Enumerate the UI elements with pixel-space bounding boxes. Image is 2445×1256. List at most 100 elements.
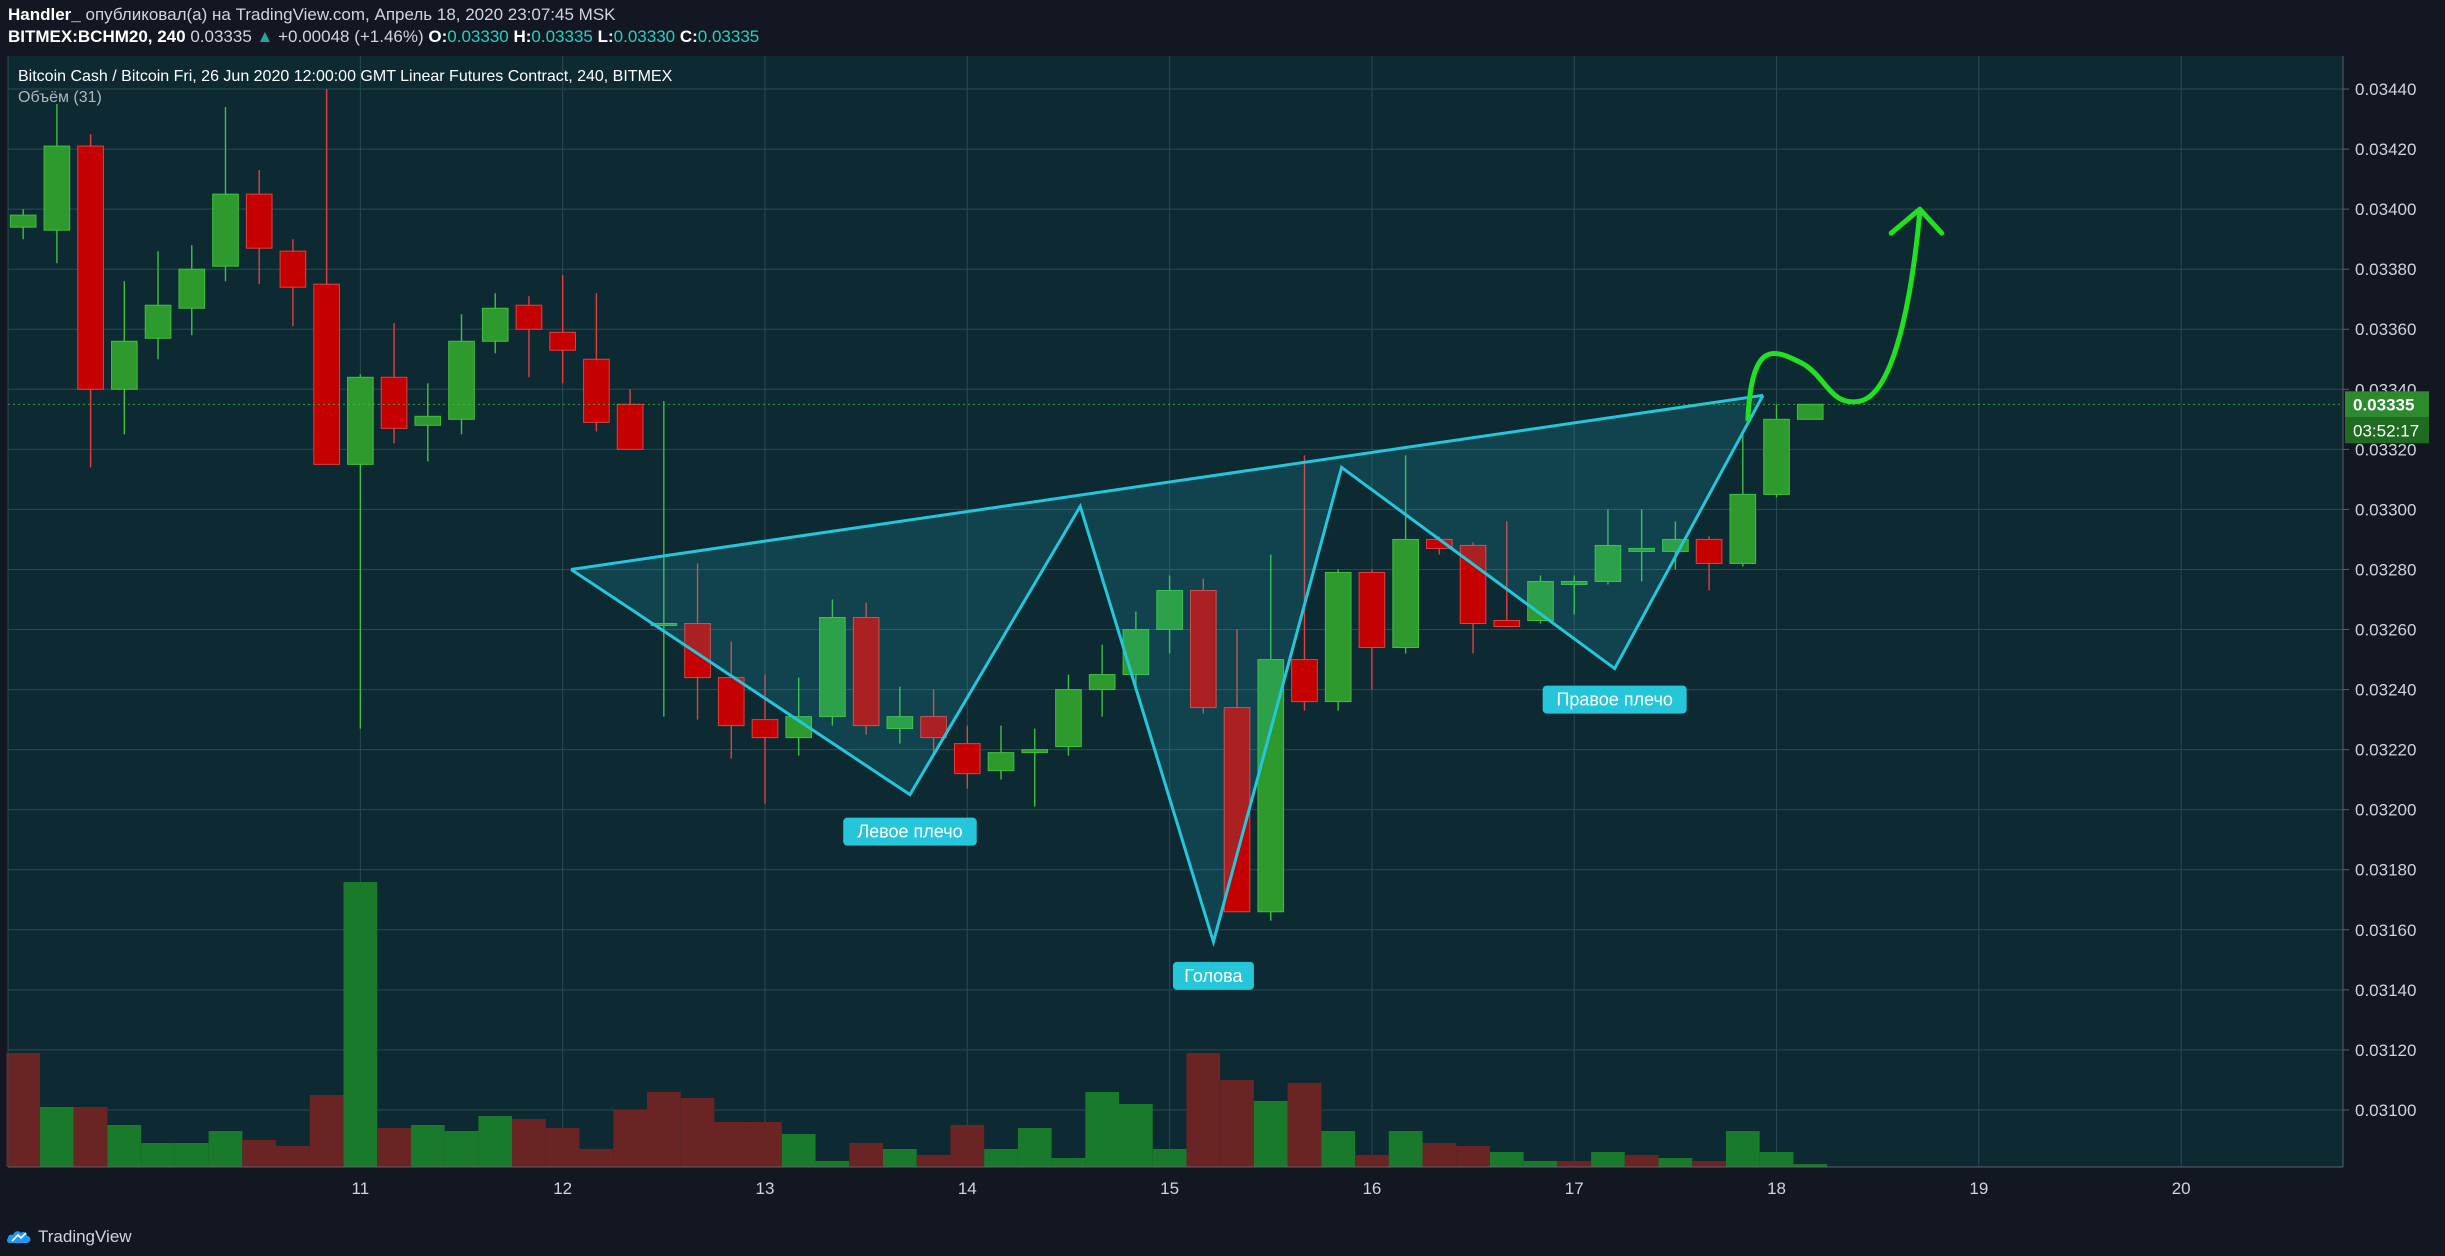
candle-body bbox=[1695, 538, 1723, 564]
candle-body bbox=[1358, 571, 1386, 649]
volume-bar bbox=[1793, 1164, 1828, 1167]
projection-curve[interactable] bbox=[1745, 209, 1923, 422]
price-tick-label: 0.03200 bbox=[2355, 801, 2416, 820]
volume-bar bbox=[1658, 1158, 1693, 1167]
symbol-label: BITMEX:BCHM20, 240 bbox=[8, 27, 186, 46]
price-change: +0.00048 (+1.46%) bbox=[278, 27, 424, 46]
price-tick-label: 0.03240 bbox=[2355, 681, 2416, 700]
neckline[interactable] bbox=[570, 393, 1764, 571]
pattern-label-box[interactable] bbox=[1542, 685, 1687, 714]
symbol-line: BITMEX:BCHM20, 240 0.03335 ▲ +0.00048 (+… bbox=[8, 27, 759, 47]
author-name[interactable]: Handler_ bbox=[8, 5, 81, 24]
countdown-badge bbox=[2345, 417, 2429, 444]
time-tick-label: 17 bbox=[1565, 1179, 1584, 1198]
footer-bar: TradingView bbox=[0, 1216, 2445, 1256]
candle-body bbox=[819, 617, 846, 718]
arrowhead-icon[interactable] bbox=[1888, 206, 1945, 236]
volume-bar bbox=[478, 1116, 513, 1167]
candle-body bbox=[751, 719, 779, 739]
volume-bar bbox=[950, 1125, 985, 1167]
volume-bar bbox=[680, 1098, 715, 1167]
volume-bar bbox=[1017, 1128, 1052, 1167]
candle-body bbox=[1156, 589, 1183, 631]
pattern-label-box[interactable] bbox=[843, 817, 977, 846]
candle-body bbox=[481, 307, 509, 342]
volume-bar bbox=[849, 1143, 883, 1167]
candle-body bbox=[616, 403, 644, 450]
candle-body bbox=[684, 623, 711, 679]
volume-bar bbox=[377, 1128, 411, 1167]
candle-body bbox=[245, 193, 273, 249]
candle-body bbox=[1392, 538, 1419, 649]
publisher-header: Handler_ опубликовал(а) на TradingView.c… bbox=[0, 0, 2445, 52]
volume-bar bbox=[781, 1134, 816, 1167]
volume-bar bbox=[916, 1155, 951, 1167]
price-tick-label: 0.03400 bbox=[2355, 200, 2416, 219]
candle-body bbox=[1291, 659, 1318, 703]
published-info: опубликовал(а) на TradingView.com, Апрел… bbox=[85, 5, 616, 24]
candle-body bbox=[313, 283, 340, 465]
candle-body bbox=[953, 743, 981, 775]
volume-bar bbox=[107, 1125, 142, 1167]
volume-bar bbox=[1422, 1143, 1457, 1167]
volume-bar bbox=[1692, 1161, 1726, 1167]
time-tick-label: 15 bbox=[1160, 1179, 1179, 1198]
price-tick-label: 0.03120 bbox=[2355, 1041, 2416, 1060]
volume-bar bbox=[748, 1122, 782, 1167]
candle-body bbox=[987, 752, 1015, 772]
price-tick-label: 0.03160 bbox=[2355, 921, 2416, 940]
volume-bar bbox=[1287, 1083, 1322, 1167]
volume-bar bbox=[174, 1143, 209, 1167]
volume-bar bbox=[141, 1143, 175, 1167]
time-tick-label: 20 bbox=[2172, 1179, 2191, 1198]
volume-bar bbox=[1321, 1131, 1356, 1167]
close-label: C: bbox=[679, 27, 698, 46]
price-tick-label: 0.03280 bbox=[2355, 560, 2416, 579]
volume-bar bbox=[309, 1095, 344, 1167]
candle-body bbox=[785, 716, 813, 739]
pattern-label-box[interactable] bbox=[1172, 961, 1254, 990]
price-tick-label: 0.03380 bbox=[2355, 260, 2416, 279]
candle-body bbox=[1324, 571, 1352, 703]
price-tick-label: 0.03220 bbox=[2355, 741, 2416, 760]
time-tick-label: 13 bbox=[756, 1179, 775, 1198]
time-tick-label: 19 bbox=[1969, 1179, 1988, 1198]
volume-bar bbox=[1119, 1104, 1153, 1167]
volume-bar bbox=[208, 1131, 243, 1167]
low-value: 0.03330 bbox=[613, 27, 676, 46]
time-axis-bg bbox=[0, 1167, 2445, 1216]
tradingview-logo[interactable]: TradingView bbox=[6, 1226, 132, 1248]
price-badge bbox=[2345, 391, 2429, 418]
candle-body bbox=[1628, 547, 1655, 552]
volume-bar bbox=[646, 1092, 681, 1167]
high-value: 0.03335 bbox=[531, 27, 593, 46]
candle-body bbox=[1021, 749, 1049, 754]
candle-body bbox=[414, 415, 442, 426]
volume-bar bbox=[1085, 1092, 1120, 1167]
volume-bar bbox=[1152, 1149, 1187, 1167]
volume-bar bbox=[579, 1149, 614, 1167]
price-tick-label: 0.03360 bbox=[2355, 320, 2416, 339]
high-label: H: bbox=[513, 27, 532, 46]
time-tick-label: 12 bbox=[553, 1179, 572, 1198]
price-axis-bg bbox=[2343, 0, 2445, 1216]
candle-body bbox=[886, 716, 914, 730]
candle-body bbox=[279, 250, 307, 288]
head-and-shoulders-pattern[interactable] bbox=[570, 394, 1765, 948]
candle-body bbox=[515, 304, 543, 330]
candle-body bbox=[111, 340, 138, 390]
price-tick-label: 0.03140 bbox=[2355, 981, 2416, 1000]
candle-body bbox=[920, 716, 947, 739]
volume-bar bbox=[1725, 1131, 1760, 1167]
candle-body bbox=[9, 214, 37, 228]
time-tick-label: 18 bbox=[1767, 1179, 1786, 1198]
volume-label: Объём (31) bbox=[18, 89, 102, 106]
low-label: L: bbox=[597, 27, 614, 46]
volume-bar bbox=[1253, 1101, 1288, 1167]
price-tick-label: 0.03100 bbox=[2355, 1101, 2416, 1120]
candle-body bbox=[1088, 674, 1116, 691]
volume-bar bbox=[882, 1149, 917, 1167]
time-tick-label: 16 bbox=[1362, 1179, 1381, 1198]
volume-bar bbox=[1355, 1155, 1389, 1167]
